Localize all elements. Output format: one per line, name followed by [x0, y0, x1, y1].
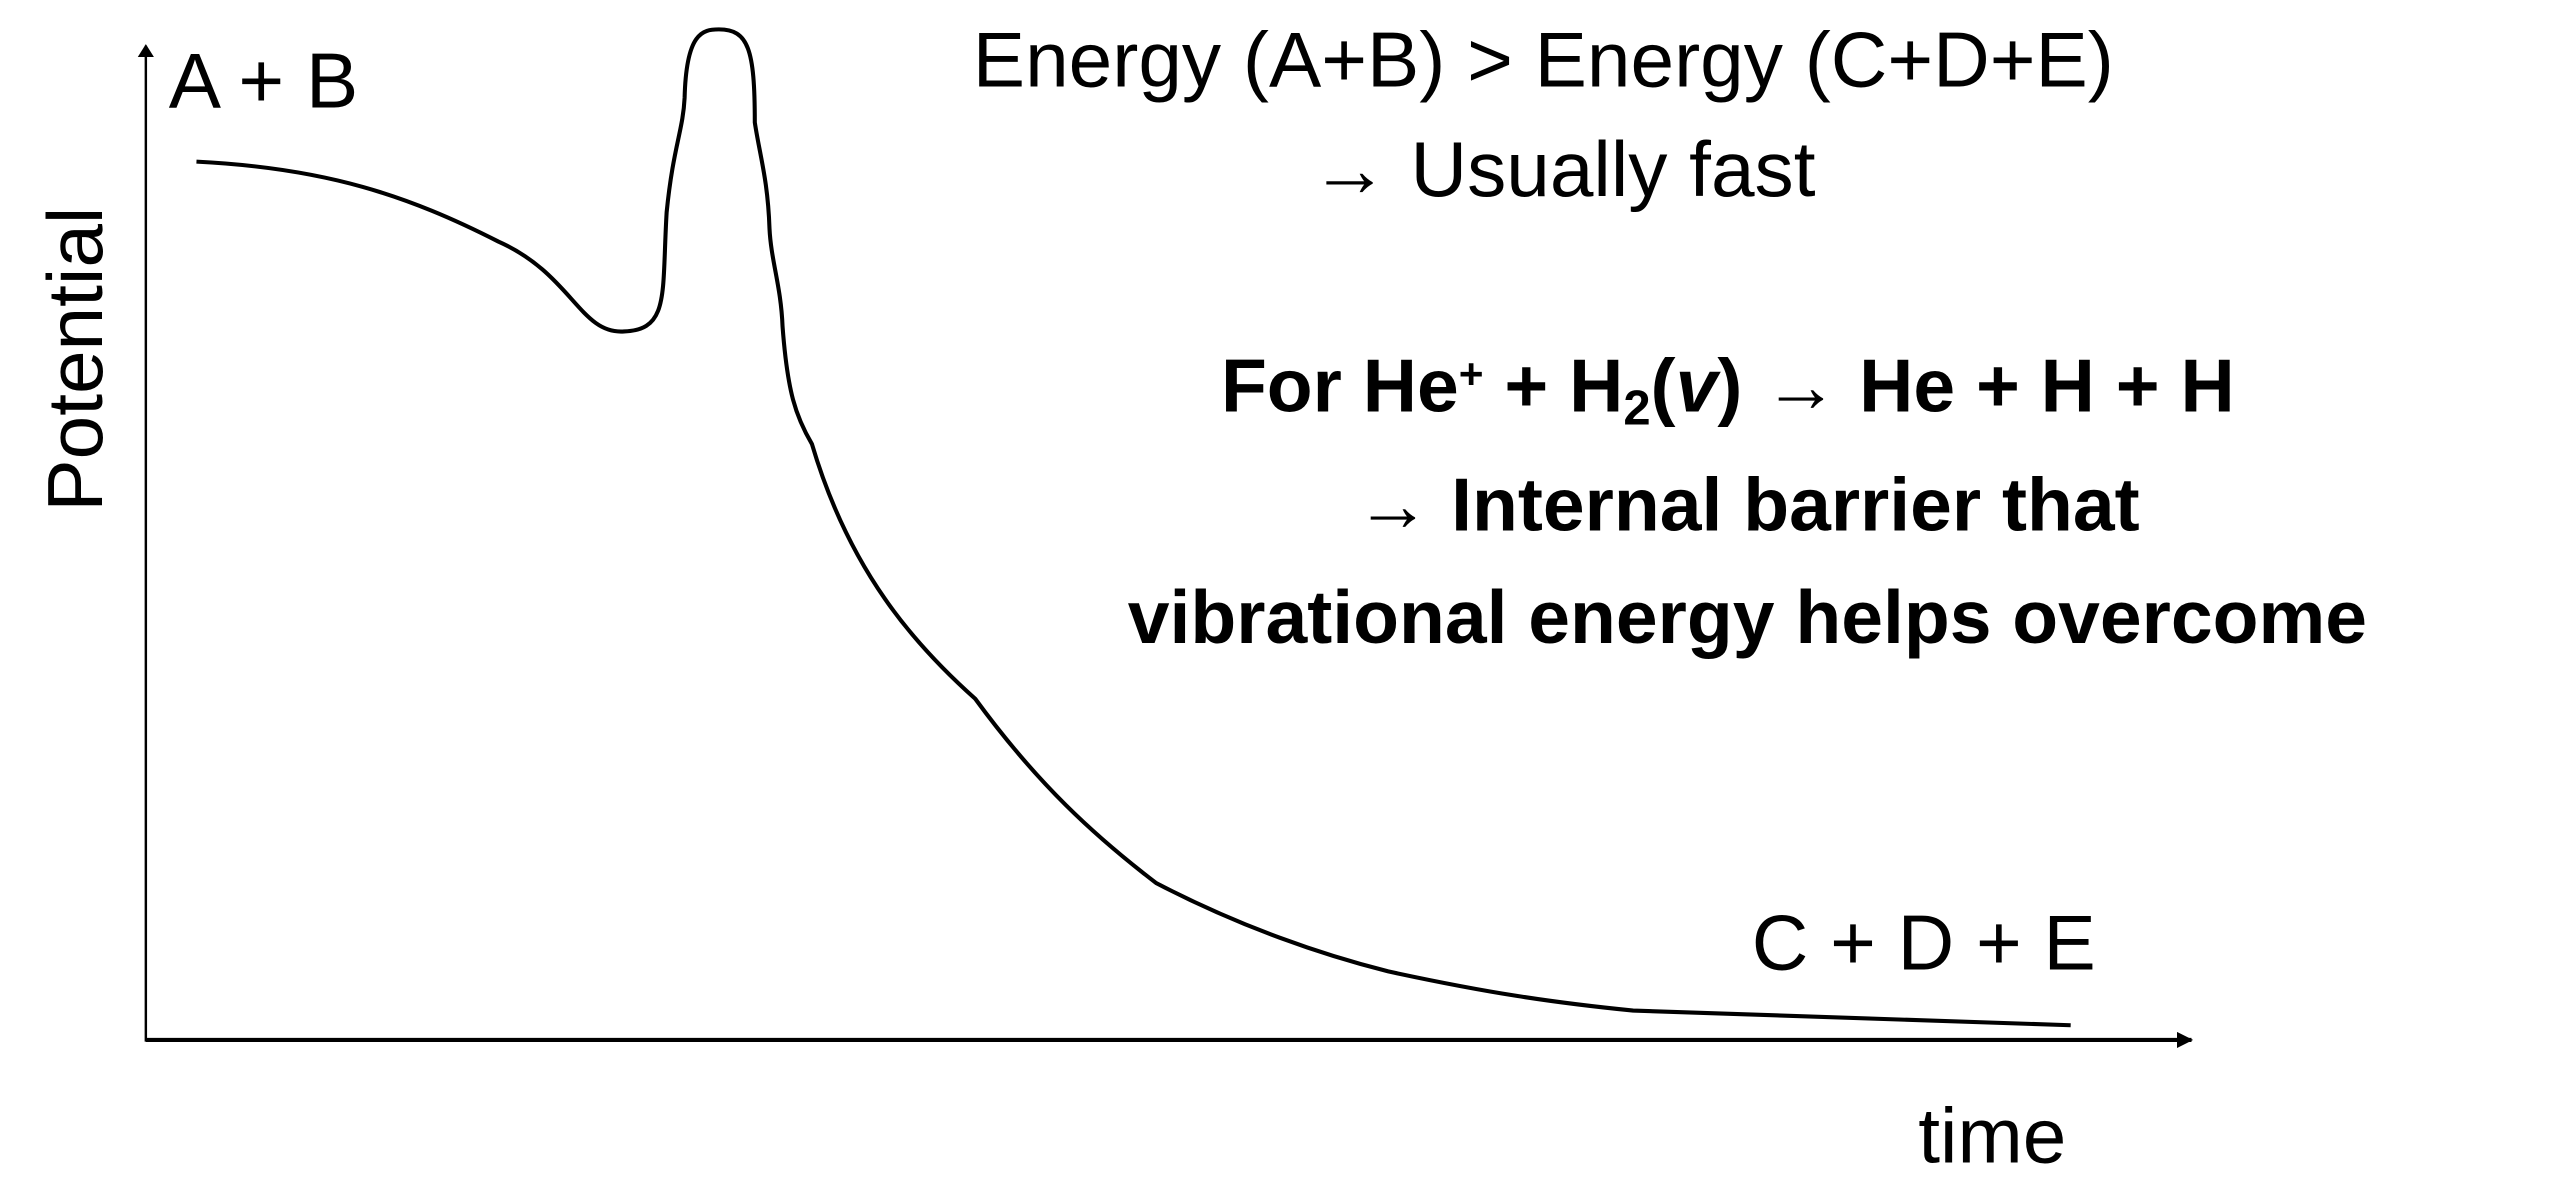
- note-line: → Usually fast: [1310, 125, 1815, 213]
- example-line: vibrational energy helps overcome: [1128, 575, 2367, 659]
- text-part: ) → He + H + H: [1717, 343, 2234, 427]
- text-part: (: [1651, 343, 1676, 427]
- example-line: For He+ + H2(v) → He + H + H: [1221, 343, 2235, 435]
- potential-curve: [196, 27, 2071, 1028]
- subscript: 2: [1623, 381, 1650, 435]
- start-state: A + B: [169, 37, 359, 125]
- text-part: For He: [1221, 343, 1459, 427]
- text-part: + H: [1484, 343, 1624, 427]
- y-axis-label: Potential: [31, 207, 119, 512]
- italic-part: v: [1676, 343, 1722, 427]
- superscript: +: [1459, 351, 1484, 398]
- x-axis-label: time: [1918, 1091, 2066, 1179]
- example-line: → Internal barrier that: [1355, 463, 2139, 547]
- end-state: C + D + E: [1752, 899, 2096, 987]
- note-line: Energy (A+B) > Energy (C+D+E): [973, 16, 2114, 104]
